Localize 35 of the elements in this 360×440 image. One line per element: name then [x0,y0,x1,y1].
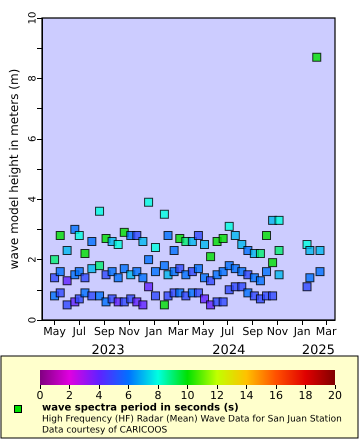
color-bar-label: 20 [328,389,342,402]
x-tick-label: May [43,325,66,338]
color-bar-label: 2 [66,389,73,402]
x-tick-label: Sep [94,325,115,338]
color-bar-label: 8 [154,389,162,402]
y-axis-title: wave model height in meters (m) [7,68,21,270]
x-tick-label: Jan [292,325,311,338]
color-bar-label: 6 [125,389,132,402]
color-bar-label: 16 [269,389,283,402]
color-bar-label: 18 [298,389,312,402]
x-tick-label: Mar [316,325,337,338]
x-tick-label: Jul [72,325,86,338]
y-tick-label: 10 [28,12,38,24]
x-tick-label: Jan [144,325,162,338]
x-tick-label: Nov [118,325,140,338]
x-tick-label: Jul [220,325,234,338]
text: High Frequency (HF) Radar (Mean) Wave Data for San Juan Station [42,414,342,424]
y-tick-label: 4 [28,196,38,202]
x-tick-label: Mar [168,325,190,338]
x2-tick-label: 2023 [92,343,125,358]
color-bar-label: 14 [240,389,254,402]
x-tick-label: May [192,325,215,338]
color-bar-title: wave spectra period in seconds (s) [42,402,239,414]
y-tick-label: 8 [28,75,38,82]
x2-tick-label: 2025 [302,343,335,358]
color-bar-label: 10 [180,389,194,402]
color-bar-label: 4 [96,389,102,402]
y-tick-label: 0 [28,316,38,324]
y-tick-label: 6 [28,136,38,142]
y-tick-label: 2 [28,256,38,263]
x-tick-label: Sep [242,325,264,338]
x-tick-label: Nov [266,325,289,338]
color-bar-label: 12 [210,389,224,402]
text: Data courtesy of CARICOOS [42,426,168,436]
x2-tick-label: 2024 [212,343,246,358]
